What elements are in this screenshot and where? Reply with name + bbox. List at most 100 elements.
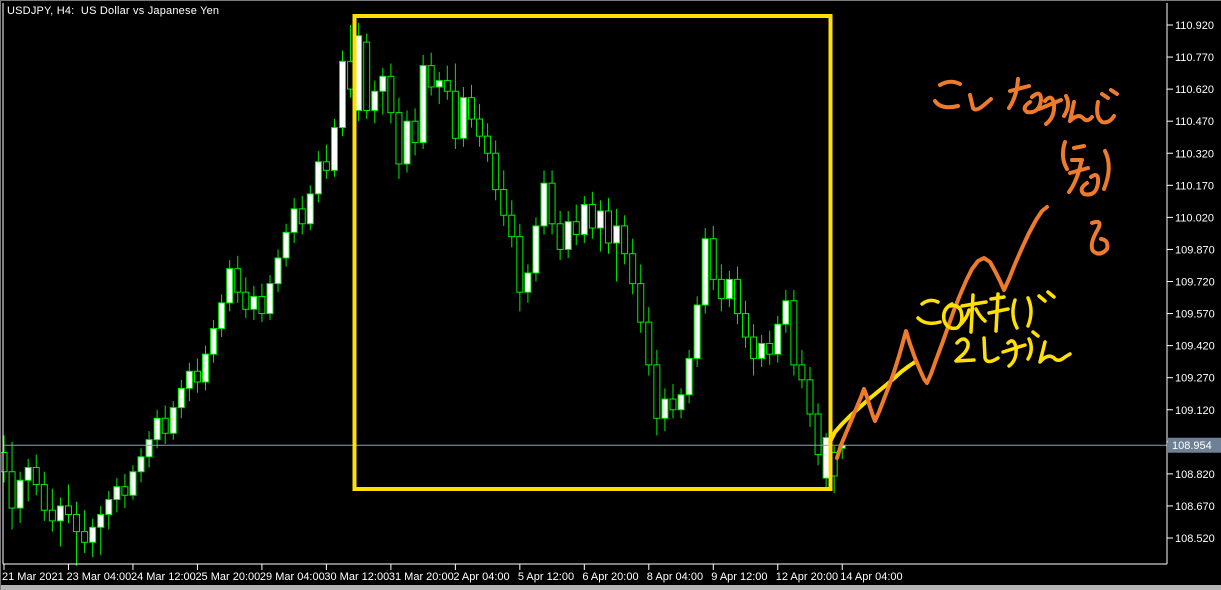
candle-body [798, 364, 806, 381]
drawn-orange-zigzag[interactable] [835, 205, 1049, 460]
price-label: 108.820 [1175, 469, 1215, 481]
candle-body [24, 466, 32, 481]
handwriting-stroke [1072, 144, 1086, 150]
candle-body [234, 268, 242, 293]
handwriting-stroke [920, 298, 940, 306]
candle-body [153, 417, 161, 441]
candle-body [73, 513, 81, 533]
candle-body [532, 225, 540, 274]
candle-body [613, 225, 621, 244]
candle-body [274, 257, 282, 285]
drawn-yellow-curve[interactable] [828, 360, 917, 444]
price-label: 110.020 [1175, 212, 1214, 224]
price-label: 109.870 [1175, 244, 1215, 256]
drawn-yellow-curve-layer[interactable] [828, 360, 917, 444]
time-label: 8 Apr 04:00 [647, 571, 703, 583]
orange-text-ni-na-ru[interactable] [1060, 140, 1111, 256]
price-label: 110.170 [1175, 180, 1214, 192]
candle-body [540, 182, 548, 227]
handwriting-stroke [1102, 149, 1111, 191]
candle-body [355, 35, 363, 111]
drawn-rectangle[interactable] [352, 14, 833, 491]
price-label: 110.470 [1175, 116, 1214, 128]
candle-body [226, 268, 234, 304]
handwriting-stroke [933, 99, 960, 110]
price-label: 110.920 [1175, 20, 1214, 32]
candle-body [218, 302, 226, 330]
candle-body [459, 97, 467, 139]
candle-body [548, 182, 556, 225]
handwriting-stroke [1068, 100, 1094, 123]
candle-body [185, 370, 193, 389]
candle-body [137, 456, 145, 473]
chart-title: USDJPY, H4: US Dollar vs Japanese Yen [7, 5, 220, 17]
candle-body [202, 353, 209, 383]
drawn-orange-zigzag-layer[interactable] [835, 205, 1049, 460]
time-label: 31 Mar 20:00 [389, 571, 454, 583]
candle-body [669, 398, 677, 411]
candle-body [564, 221, 572, 250]
handwriting-stroke [1100, 92, 1110, 100]
yellow-text-2-shikan[interactable] [954, 330, 1072, 368]
candle-body [476, 118, 484, 137]
candle-body [81, 531, 89, 543]
handwriting-stroke [1008, 84, 1031, 93]
candle-body [605, 210, 612, 244]
candle-body [717, 278, 725, 300]
candle-body [725, 278, 733, 300]
time-label: 9 Apr 12:00 [711, 571, 767, 583]
candle-body [339, 60, 347, 129]
candle-body [371, 90, 379, 111]
candle-body [258, 295, 266, 315]
time-label: 29 Mar 04:00 [260, 571, 325, 583]
rectangle-annotation[interactable] [352, 14, 833, 491]
time-label: 25 Mar 20:00 [195, 571, 260, 583]
candle-body [145, 439, 153, 458]
time-label: 12 Apr 20:00 [776, 571, 838, 583]
candle-body [242, 291, 250, 310]
time-label: 21 Mar 2021 [2, 571, 64, 583]
candle-body [524, 272, 532, 293]
candle-body [250, 295, 258, 310]
candle-body [306, 193, 314, 225]
handwriting-stroke [1007, 77, 1020, 110]
price-scale[interactable]: 110.920 110.770 110.620 110.470 110.320 110.1… [1167, 20, 1215, 545]
candle-body [822, 437, 830, 479]
candle-body [322, 161, 330, 171]
candles-layer[interactable] [1, 22, 846, 566]
handwriting-stroke [941, 302, 964, 331]
candle-body [387, 75, 395, 114]
candle-body [64, 505, 72, 515]
time-label: 5 Apr 12:00 [518, 571, 574, 583]
candle-body [766, 342, 774, 355]
time-label: 30 Mar 12:00 [324, 571, 389, 583]
handwriting-stroke [969, 293, 975, 334]
candle-body [48, 509, 56, 522]
handwriting-stroke [1001, 343, 1027, 354]
candle-body [161, 417, 169, 434]
time-label: 2 Apr 04:00 [453, 571, 509, 583]
yellow-text-kono-waku-ga[interactable] [916, 290, 1056, 334]
current-price-tag-bg [1168, 437, 1221, 453]
candle-body [645, 321, 653, 366]
candle-body [314, 161, 322, 195]
time-label: 24 Mar 12:00 [131, 571, 196, 583]
handwriting-stroke [1109, 88, 1119, 96]
candle-body [282, 231, 290, 259]
handwriting-stroke [1062, 94, 1071, 118]
handwriting-stroke [1037, 98, 1063, 111]
time-label: 23 Mar 04:00 [66, 571, 131, 583]
current-price-tag: 108.954 [1168, 437, 1221, 453]
time-scale[interactable]: 21 Mar 2021 23 Mar 04:00 24 Mar 12:00 25 Ma… [2, 564, 903, 583]
candle-body [56, 505, 64, 522]
candle-body [774, 323, 782, 355]
candle-body [661, 398, 669, 419]
handwriting-stroke [1022, 91, 1043, 115]
handwriting-stroke [987, 307, 1010, 315]
orange-text-konna-kanji[interactable] [933, 77, 1119, 126]
candle-body [210, 328, 218, 355]
candle-body [121, 486, 129, 496]
candle-body [572, 221, 580, 235]
